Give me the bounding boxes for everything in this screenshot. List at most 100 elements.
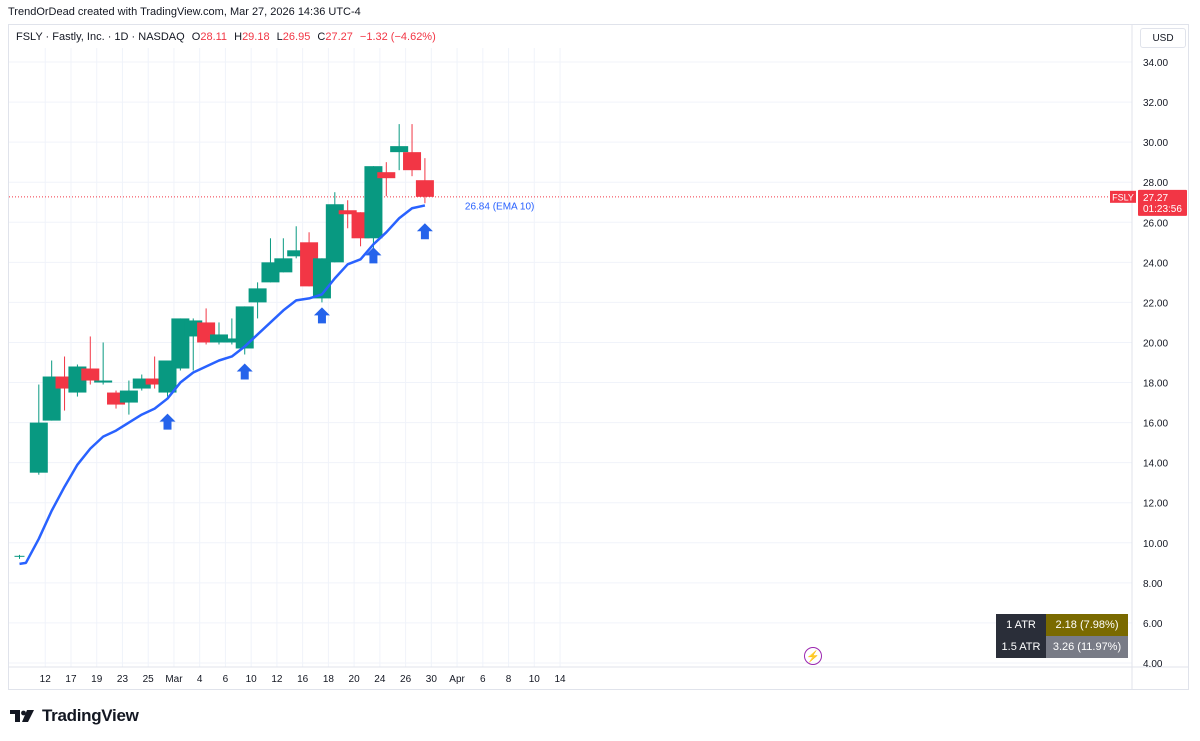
x-tick-label: 24 — [374, 674, 386, 685]
ema-label: 26.84 (EMA 10) — [465, 201, 534, 212]
atr-label: 1.5 ATR — [996, 636, 1046, 658]
x-tick-label: 16 — [297, 674, 309, 685]
x-tick-label: 30 — [426, 674, 438, 685]
atr-label: 1 ATR — [996, 614, 1046, 636]
y-tick-label: 26.00 — [1143, 218, 1168, 229]
x-tick-label: Mar — [165, 674, 183, 685]
price-badge-price: 27.27 — [1143, 193, 1168, 204]
candle-up — [248, 282, 267, 319]
signal-arrow-up-icon — [365, 247, 382, 264]
candle-body — [390, 146, 409, 153]
candle-body — [209, 334, 228, 343]
price-badge-ticker: FSLY — [1112, 192, 1134, 202]
chart-frame — [8, 24, 1189, 690]
legend-header: FSLY · Fastly, Inc. · 1D · NASDAQ O28.11… — [16, 31, 436, 43]
candle-body — [94, 380, 113, 383]
x-tick-label: 19 — [91, 674, 103, 685]
low-label: L — [276, 31, 283, 43]
x-tick-label: 18 — [323, 674, 335, 685]
y-tick-label: 16.00 — [1143, 419, 1168, 430]
x-tick-label: 6 — [223, 674, 229, 685]
y-tick-label: 18.00 — [1143, 379, 1168, 390]
atr-table: 1 ATR 2.18 (7.98%) 1.5 ATR 3.26 (11.97%) — [996, 614, 1128, 658]
signal-arrow-up-icon — [159, 413, 176, 430]
x-tick-label: 25 — [143, 674, 155, 685]
high-value: 29.18 — [242, 31, 270, 43]
ema-line — [19, 204, 426, 566]
y-tick-label: 28.00 — [1143, 178, 1168, 189]
x-tick-label: 17 — [65, 674, 77, 685]
x-tick-label: 20 — [349, 674, 361, 685]
x-tick-label: 12 — [271, 674, 283, 685]
candle-down — [81, 336, 100, 385]
y-tick-label: 8.00 — [1143, 579, 1163, 590]
lightning-icon[interactable]: ⚡ — [804, 647, 822, 665]
y-tick-label: 32.00 — [1143, 98, 1168, 109]
atr-row: 1 ATR 2.18 (7.98%) — [996, 614, 1128, 636]
price-badge-countdown: 01:23:56 — [1143, 204, 1182, 215]
candle-up — [119, 380, 138, 415]
candle-down — [377, 162, 396, 197]
atr-value: 2.18 (7.98%) — [1046, 614, 1128, 636]
high-label: H — [234, 31, 243, 43]
candle-up — [287, 226, 306, 259]
candle-body — [274, 258, 293, 273]
x-tick-label: 10 — [246, 674, 258, 685]
x-tick-label: 6 — [480, 674, 486, 685]
chart-credit: TrendOrDead created with TradingView.com… — [8, 6, 361, 18]
price-badge-bg — [1138, 189, 1187, 216]
change-value: −1.32 (−4.62%) — [359, 31, 436, 43]
currency-button[interactable]: USD — [1140, 28, 1186, 48]
x-tick-label: 12 — [40, 674, 52, 685]
candle-body — [415, 180, 434, 197]
x-tick-label: 23 — [117, 674, 129, 685]
y-tick-label: 6.00 — [1143, 619, 1163, 630]
x-tick-label: Apr — [449, 674, 465, 685]
open-label: O — [191, 31, 201, 43]
signal-arrow-up-icon — [313, 307, 330, 324]
candle-body — [29, 422, 48, 473]
candle-up — [209, 322, 228, 345]
candle-body — [287, 250, 306, 257]
candle-body — [145, 378, 164, 385]
candle-body — [403, 152, 422, 171]
atr-row: 1.5 ATR 3.26 (11.97%) — [996, 636, 1128, 658]
candle-up — [274, 238, 293, 273]
candle-up — [94, 342, 113, 385]
candle-body — [81, 368, 100, 381]
y-tick-label: 30.00 — [1143, 138, 1168, 149]
low-value: 26.95 — [282, 31, 311, 43]
y-tick-label: 20.00 — [1143, 338, 1168, 349]
candle-up — [14, 554, 25, 559]
tradingview-logo[interactable]: TradingView — [10, 706, 139, 726]
x-tick-label: 8 — [506, 674, 512, 685]
candle-down — [145, 356, 164, 389]
y-tick-label: 14.00 — [1143, 459, 1168, 470]
candle-down — [338, 200, 357, 229]
candle-up — [390, 124, 409, 171]
candle-body — [325, 204, 344, 263]
price-badge-ticker-bg — [1110, 190, 1136, 203]
candle-body — [364, 166, 383, 239]
candle-down — [415, 158, 434, 204]
y-tick-label: 10.00 — [1143, 539, 1168, 550]
x-tick-label: 14 — [554, 674, 566, 685]
symbol-info[interactable]: FSLY · Fastly, Inc. · 1D · NASDAQ — [16, 31, 185, 43]
candle-up — [222, 318, 241, 345]
y-tick-label: 22.00 — [1143, 298, 1168, 309]
candle-up — [132, 374, 151, 391]
candle-up — [325, 192, 344, 263]
signal-arrow-up-icon — [236, 363, 253, 380]
candle-up — [364, 166, 383, 249]
candle-body — [248, 288, 267, 303]
x-tick-label: 4 — [197, 674, 203, 685]
y-tick-label: 12.00 — [1143, 499, 1168, 510]
candle-body — [235, 306, 254, 349]
x-tick-label: 10 — [529, 674, 541, 685]
signal-arrow-up-icon — [416, 223, 433, 240]
tradingview-logo-icon — [10, 710, 34, 722]
x-tick-label: 26 — [400, 674, 412, 685]
close-label: C — [317, 31, 326, 43]
candle-body — [222, 338, 241, 343]
